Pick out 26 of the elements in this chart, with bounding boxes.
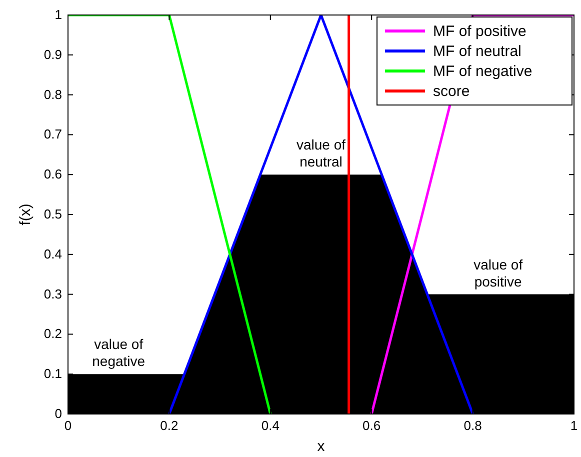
legend-label: MF of positive bbox=[433, 23, 526, 40]
annotation: value of neutral bbox=[296, 136, 346, 170]
annotation: value of positive bbox=[474, 256, 523, 290]
x-tick-label: 0.4 bbox=[261, 418, 280, 433]
y-tick-label: 0.9 bbox=[44, 46, 62, 62]
y-tick-label: 0.2 bbox=[44, 326, 62, 342]
x-tick-label: 0.2 bbox=[160, 418, 178, 433]
y-tick-label: 0.6 bbox=[44, 166, 62, 182]
y-tick-label: 0.3 bbox=[44, 286, 62, 302]
x-tick-label: 0.8 bbox=[464, 418, 482, 433]
x-axis-title: x bbox=[317, 438, 326, 455]
x-tick-label: 1 bbox=[570, 418, 578, 433]
y-axis-title: f(x) bbox=[17, 204, 34, 226]
y-tick-label: 0.8 bbox=[44, 86, 62, 102]
legend-label: score bbox=[433, 83, 470, 100]
legend-label: MF of negative bbox=[433, 63, 532, 80]
y-tick-label: 0 bbox=[54, 406, 62, 421]
x-tick-label: 0.6 bbox=[362, 418, 381, 433]
y-tick-label: 0.4 bbox=[44, 246, 62, 262]
y-tick-label: 0.7 bbox=[44, 126, 62, 142]
x-tick-label: 0 bbox=[64, 418, 72, 433]
annotation: value of negative bbox=[92, 336, 146, 370]
legend-label: MF of neutral bbox=[433, 43, 522, 60]
y-tick-label: 0.5 bbox=[44, 206, 62, 222]
y-tick-label: 0.1 bbox=[44, 366, 62, 382]
y-tick-label: 1 bbox=[54, 7, 62, 22]
